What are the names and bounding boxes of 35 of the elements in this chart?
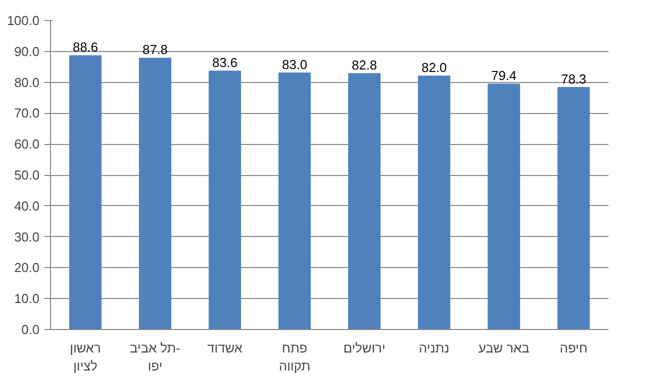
x-tick-label: נתניה [418,340,450,356]
y-tick-label: 20.0 [14,260,40,276]
y-tick-label: 10.0 [14,291,40,306]
data-label: 82.0 [421,60,447,76]
bar [138,58,172,330]
x-tick-label: ראשון לציון [70,340,101,374]
data-label: 88.6 [72,40,98,55]
y-tick-label: 30.0 [14,229,40,244]
bar [557,87,590,330]
y-tick-label: 70.0 [14,106,40,121]
data-label: 83.6 [212,55,238,70]
data-label: 82.8 [352,58,378,73]
x-tick-label: אשדוד [207,340,242,356]
bar [348,73,381,330]
x-tick-label: תל אביב-יפו [130,340,180,374]
x-tick-label: באר שבע [478,340,530,356]
x-tick-label: ירושלים [343,340,386,356]
y-tick-label: 0.0 [21,322,40,337]
x-tick-label: פתח תקווה [278,340,310,374]
y-tick-label: 60.0 [14,136,40,152]
bar [418,76,450,330]
bar [488,84,520,330]
x-tick-label: חיפה [560,340,588,356]
y-tick-label: 50.0 [14,168,40,182]
y-tick-label: 40.0 [14,198,40,214]
y-tick-label: 90.0 [14,44,40,59]
bar [208,70,242,330]
bar [278,72,311,330]
y-tick-label: 100.0 [6,13,40,28]
y-tick-label: 80.0 [14,74,40,90]
bar [69,55,102,330]
data-label: 79.4 [491,68,517,84]
data-label: 78.3 [560,72,586,87]
data-label: 87.8 [142,42,168,58]
data-label: 83.0 [282,57,308,72]
